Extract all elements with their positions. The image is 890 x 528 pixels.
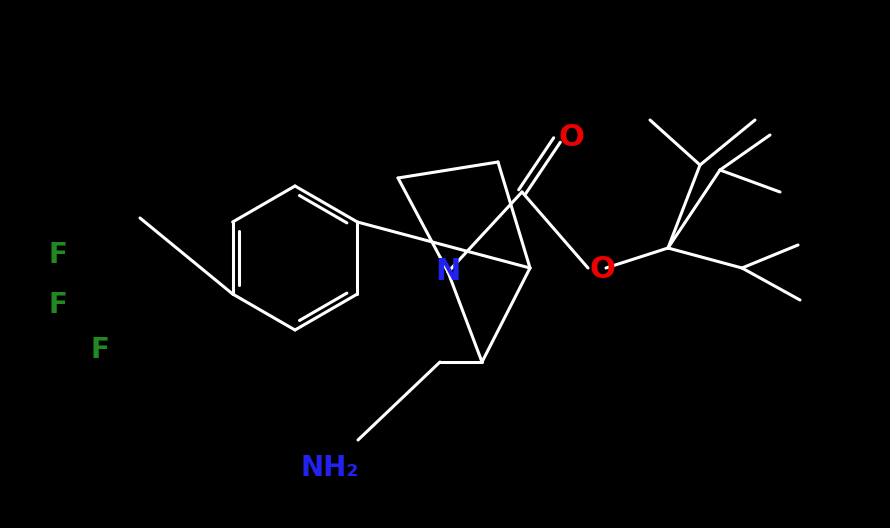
Text: O: O [589, 256, 615, 285]
Text: O: O [558, 124, 584, 153]
Text: N: N [435, 258, 461, 287]
Text: F: F [91, 336, 109, 364]
Text: F: F [49, 291, 68, 319]
Text: NH₂: NH₂ [301, 454, 360, 482]
Text: F: F [49, 241, 68, 269]
